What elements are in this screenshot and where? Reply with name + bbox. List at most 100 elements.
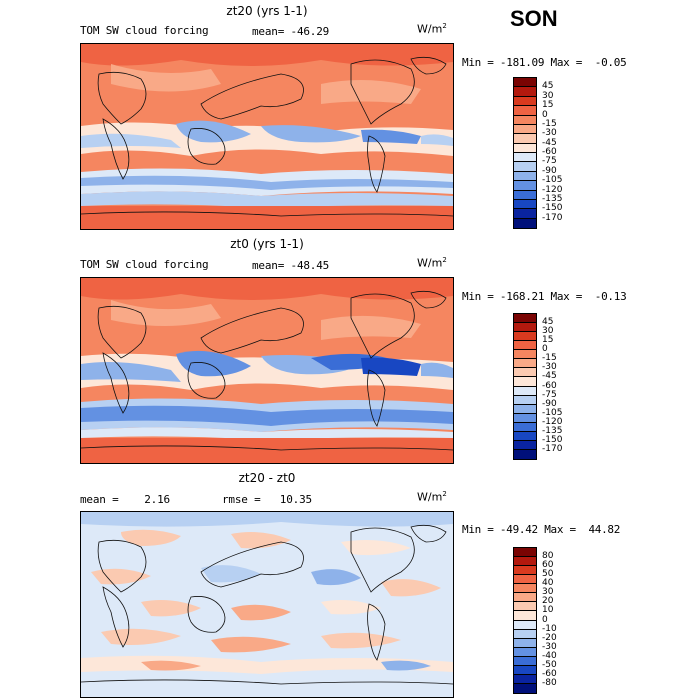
panel-1-colorbar-labels: 45 30 15 0 -15 -30 -45 -60 -75 -90 -105 -120 -135 -15… bbox=[542, 77, 582, 229]
colorbar-swatch bbox=[514, 449, 536, 459]
panel-3-min-max: Min = -49.42 Max = 44.82 bbox=[462, 523, 621, 536]
colorbar-swatch bbox=[514, 218, 536, 228]
colorbar-level-label: -20 bbox=[542, 632, 557, 643]
colorbar-level-label: -45 bbox=[542, 371, 557, 382]
colorbar-swatch bbox=[514, 584, 536, 594]
colorbar-level-label: 15 bbox=[542, 100, 554, 111]
season-title: SON bbox=[510, 6, 558, 31]
colorbar-level-label: 50 bbox=[542, 569, 554, 580]
panel-3-map bbox=[80, 511, 454, 698]
colorbar-swatch bbox=[514, 683, 536, 693]
panel-2-title: zt0 (yrs 1-1) bbox=[230, 237, 304, 251]
colorbar-swatch bbox=[514, 413, 536, 423]
colorbar-swatch bbox=[514, 134, 536, 144]
colorbar-level-label: -80 bbox=[542, 677, 557, 688]
panel-1-map bbox=[80, 43, 454, 230]
colorbar-swatch bbox=[514, 143, 536, 153]
colorbar-level-label: -30 bbox=[542, 128, 557, 139]
colorbar-level-label: -30 bbox=[542, 362, 557, 373]
colorbar-swatch bbox=[514, 593, 536, 603]
colorbar-level-label: 30 bbox=[542, 587, 554, 598]
colorbar-swatch bbox=[514, 314, 536, 324]
panel-2-units: W/m2 bbox=[417, 256, 447, 270]
panel-2-mean-label: mean= -48.45 bbox=[252, 259, 330, 272]
colorbar-level-label: -60 bbox=[542, 668, 557, 679]
colorbar-swatch bbox=[514, 440, 536, 450]
colorbar-swatch bbox=[514, 638, 536, 648]
panel-1-field-label: TOM SW cloud forcing bbox=[80, 24, 209, 37]
colorbar-swatch bbox=[514, 162, 536, 172]
colorbar-swatch bbox=[514, 674, 536, 684]
colorbar-level-label: -90 bbox=[542, 165, 557, 176]
colorbar-swatch bbox=[514, 629, 536, 639]
colorbar-level-label: 45 bbox=[542, 317, 554, 328]
colorbar-swatch bbox=[514, 395, 536, 405]
colorbar-level-label: -150 bbox=[542, 434, 563, 445]
colorbar-level-label: -15 bbox=[542, 118, 557, 129]
panel-3-rmse-label: rmse = 10.35 bbox=[222, 493, 312, 506]
colorbar-swatch bbox=[514, 115, 536, 125]
colorbar-level-label: 30 bbox=[542, 90, 554, 101]
colorbar-level-label: 0 bbox=[542, 614, 548, 625]
panel-1-colorbar bbox=[513, 77, 537, 229]
colorbar-level-label: -90 bbox=[542, 398, 557, 409]
colorbar-level-label: 0 bbox=[542, 344, 548, 355]
colorbar-swatch bbox=[514, 332, 536, 342]
colorbar-swatch bbox=[514, 656, 536, 666]
colorbar-level-label: -135 bbox=[542, 193, 563, 204]
panel-2-map bbox=[80, 277, 454, 464]
colorbar-level-label: -170 bbox=[542, 212, 563, 223]
colorbar-level-label: 15 bbox=[542, 335, 554, 346]
panel-2-field-label: TOM SW cloud forcing bbox=[80, 258, 209, 271]
colorbar-swatch bbox=[514, 611, 536, 621]
colorbar-swatch bbox=[514, 665, 536, 675]
colorbar-level-label: -170 bbox=[542, 443, 563, 454]
colorbar-swatch bbox=[514, 124, 536, 135]
colorbar-swatch bbox=[514, 96, 536, 107]
colorbar-level-label: -10 bbox=[542, 623, 557, 634]
colorbar-swatch bbox=[514, 377, 536, 387]
colorbar-level-label: 20 bbox=[542, 596, 554, 607]
colorbar-swatch bbox=[514, 199, 536, 210]
colorbar-swatch bbox=[514, 386, 536, 396]
colorbar-swatch bbox=[514, 368, 536, 378]
colorbar-level-label: -120 bbox=[542, 416, 563, 427]
panel-3-colorbar bbox=[513, 547, 537, 694]
colorbar-level-label: 60 bbox=[542, 560, 554, 571]
colorbar-level-label: -105 bbox=[542, 175, 563, 186]
colorbar-swatch bbox=[514, 566, 536, 576]
colorbar-swatch bbox=[514, 359, 536, 369]
colorbar-swatch bbox=[514, 153, 536, 163]
colorbar-swatch bbox=[514, 87, 536, 97]
colorbar-swatch bbox=[514, 431, 536, 441]
panel-3-units: W/m2 bbox=[417, 490, 447, 504]
panel-1-min-max: Min = -181.09 Max = -0.05 bbox=[462, 56, 627, 69]
colorbar-swatch bbox=[514, 190, 536, 200]
colorbar-level-label: 80 bbox=[542, 551, 554, 562]
colorbar-swatch bbox=[514, 78, 536, 88]
colorbar-swatch bbox=[514, 181, 536, 191]
colorbar-level-label: 10 bbox=[542, 605, 554, 616]
colorbar-level-label: -75 bbox=[542, 156, 557, 167]
colorbar-level-label: 40 bbox=[542, 578, 554, 589]
panel-2-min-max: Min = -168.21 Max = -0.13 bbox=[462, 290, 627, 303]
colorbar-level-label: -60 bbox=[542, 147, 557, 157]
panel-1-title: zt20 (yrs 1-1) bbox=[226, 4, 308, 18]
panel-3-mean-label: mean = 2.16 bbox=[80, 493, 170, 506]
colorbar-level-label: 0 bbox=[542, 109, 548, 120]
panel-3-title: zt20 - zt0 bbox=[238, 471, 296, 485]
colorbar-level-label: -135 bbox=[542, 425, 563, 436]
panel-1-units: W/m2 bbox=[417, 22, 447, 36]
colorbar-level-label: 45 bbox=[542, 81, 554, 92]
colorbar-swatch bbox=[514, 422, 536, 432]
panel-1-mean-label: mean= -46.29 bbox=[252, 25, 330, 38]
colorbar-swatch bbox=[514, 620, 536, 630]
colorbar-swatch bbox=[514, 404, 536, 414]
colorbar-level-label: -15 bbox=[542, 353, 557, 364]
colorbar-swatch bbox=[514, 647, 536, 657]
colorbar-swatch bbox=[514, 350, 536, 360]
colorbar-swatch bbox=[514, 209, 536, 219]
colorbar-swatch bbox=[514, 557, 536, 567]
colorbar-level-label: -30 bbox=[542, 641, 557, 652]
colorbar-level-label: -40 bbox=[542, 650, 557, 661]
